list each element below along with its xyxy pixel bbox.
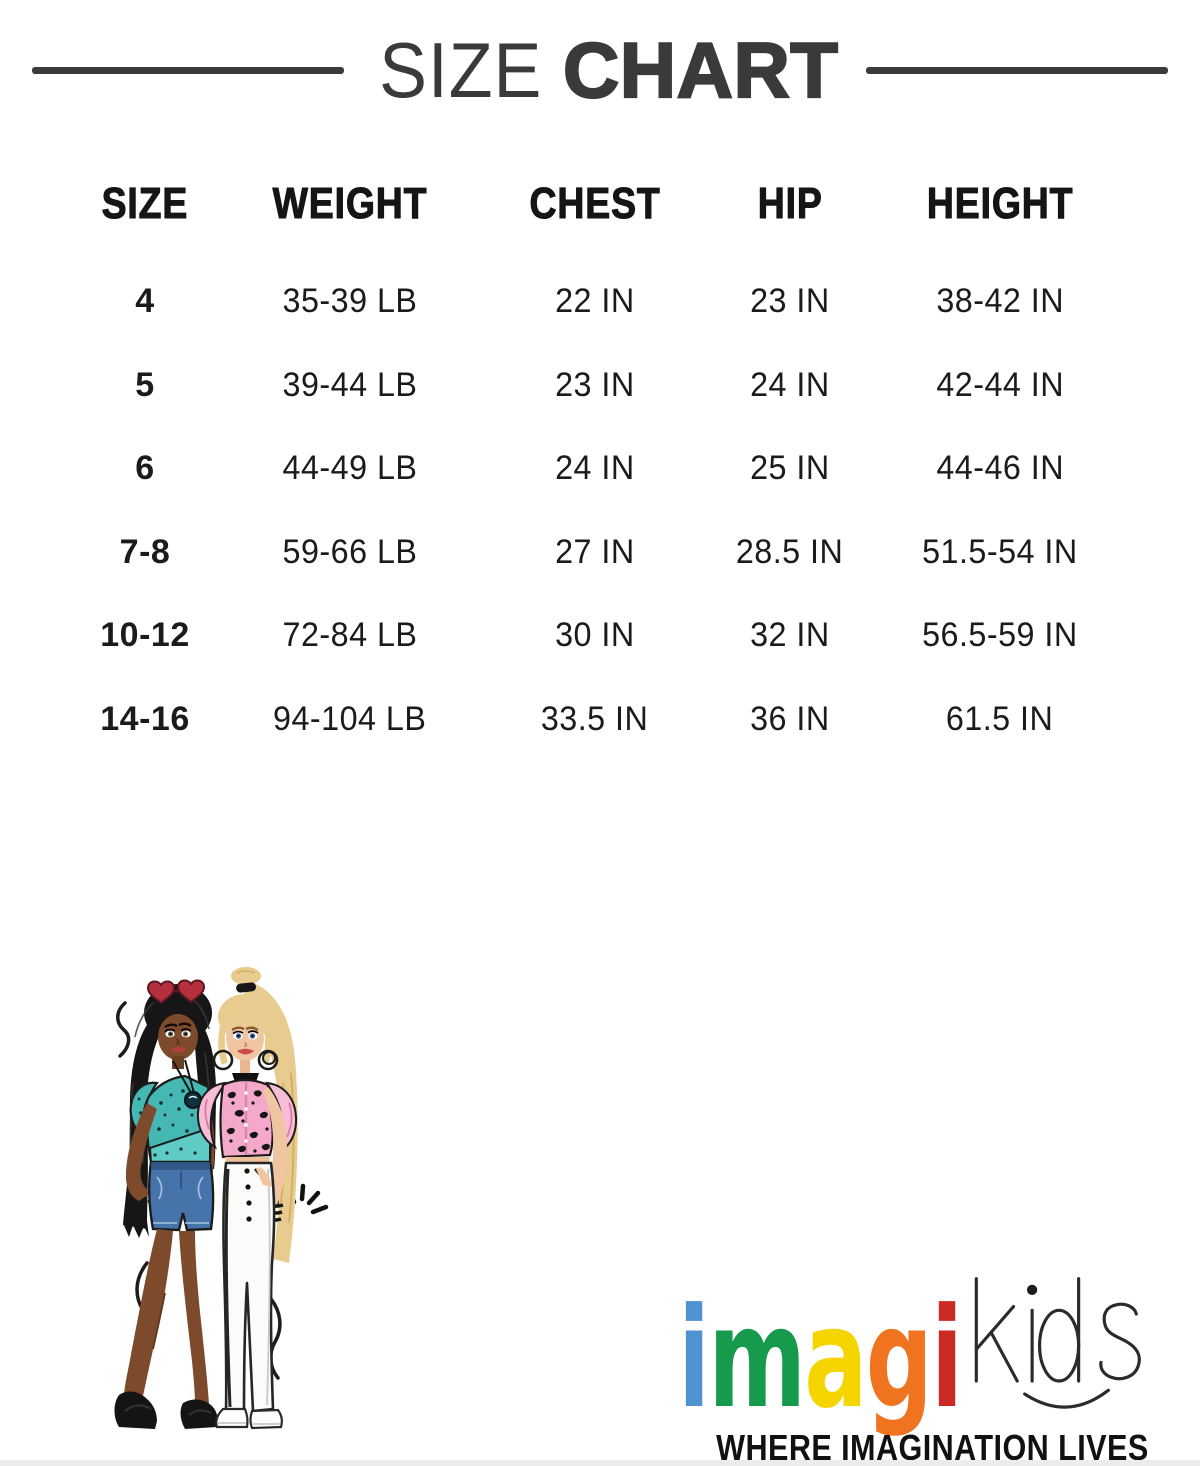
value-cell: 23 IN [750,282,830,321]
size-cell: 14-16 [100,699,190,738]
value-cell: 33.5 IN [541,699,649,738]
table-row: 14-16 94-104 LB 33.5 IN 36 IN 61.5 IN [60,678,1140,762]
size-table: SIZE WEIGHT CHEST HIP HEIGHT 4 35-39 LB 22 IN 2… [60,178,1140,761]
hoop-earring-icon [257,1049,279,1071]
header-cell-weight: WEIGHT [272,178,428,228]
value-cell: 44-49 LB [282,449,418,488]
title-word-size: SIZE [378,26,542,114]
smile-arc-icon [1023,1388,1110,1409]
table-row: 7-8 59-66 LB 27 IN 28.5 IN 51.5-54 IN [60,511,1140,595]
title-rule-left [31,66,344,74]
value-cell: 51.5-54 IN [922,532,1078,571]
table-row: 6 44-49 LB 24 IN 25 IN 44-46 IN [60,427,1140,511]
table-row: 4 35-39 LB 22 IN 23 IN 38-42 IN [60,260,1140,344]
logo-letter: i [930,1278,963,1439]
value-cell: 28.5 IN [736,532,844,571]
dolls-illustration [95,963,380,1448]
header-cell-hip: HIP [757,178,823,228]
value-cell: 42-44 IN [936,365,1064,404]
value-cell: 24 IN [750,365,830,404]
dolls-illustration-graphic [114,967,329,1430]
value-cell: 22 IN [555,282,635,321]
value-cell: 32 IN [750,616,830,655]
page-title: SIZE CHART [0,30,1200,110]
doll-left [114,979,218,1429]
size-cell: 4 [135,282,155,321]
value-cell: 94-104 LB [273,699,427,738]
header-cell-chest: CHEST [529,178,661,228]
value-cell: 30 IN [555,616,635,655]
size-cell: 7-8 [119,532,171,571]
table-row: 10-12 72-84 LB 30 IN 32 IN 56.5-59 IN [60,594,1140,678]
logo-letter: i [678,1278,710,1439]
value-cell: 24 IN [555,449,635,488]
logo-letter: m [708,1278,806,1439]
value-cell: 56.5-59 IN [922,616,1078,655]
hoop-earring-icon [212,1049,234,1071]
title-word-chart: CHART [562,26,839,114]
bottom-edge-strip [0,1460,1200,1466]
header-cell-height: HEIGHT [926,178,1074,228]
header-cell-size: SIZE [101,178,189,228]
logo-imagi: imagi [678,1290,963,1428]
logo-kids-wordmark [974,1277,1141,1409]
logo-imagi-box: imagi [678,1266,965,1428]
logo-tagline: WHERE IMAGINATION LIVES [716,1427,1149,1466]
page-title-text: SIZE CHART [372,26,839,114]
value-cell: 44-46 IN [936,449,1064,488]
value-cell: 36 IN [750,699,830,738]
size-cell: 6 [135,449,155,488]
logo-wordmark: imagi [678,1266,1170,1428]
logo-letter: g [865,1278,933,1439]
logo-letter: a [804,1278,867,1439]
brand-logo: imagi WHERE IMAGINATION LIVES [678,1266,1170,1466]
size-cell: 5 [135,365,155,404]
size-table-header-row: SIZE WEIGHT CHEST HIP HEIGHT [60,178,1140,230]
doll-right [196,967,298,1430]
table-row: 5 39-44 LB 23 IN 24 IN 42-44 IN [60,344,1140,428]
size-cell: 10-12 [100,616,190,655]
value-cell: 38-42 IN [936,282,1064,321]
heart-sunglasses-icon [146,979,206,1005]
value-cell: 61.5 IN [946,699,1054,738]
size-table-body: 4 35-39 LB 22 IN 23 IN 38-42 IN 5 39-44 LB 23 I… [60,260,1140,761]
value-cell: 35-39 LB [282,282,418,321]
value-cell: 72-84 LB [282,616,418,655]
value-cell: 23 IN [555,365,635,404]
value-cell: 27 IN [555,532,635,571]
title-rule-right [866,66,1169,74]
value-cell: 39-44 LB [282,365,418,404]
value-cell: 59-66 LB [282,532,418,571]
value-cell: 25 IN [750,449,830,488]
